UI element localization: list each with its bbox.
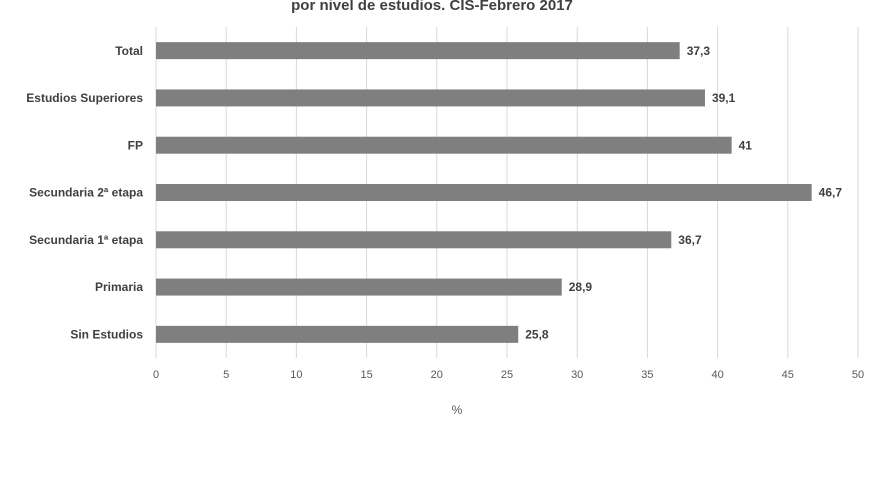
y-tick-label: Total (115, 44, 143, 58)
value-label: 37,3 (687, 44, 711, 58)
y-tick-label: Estudios Superiores (26, 91, 143, 105)
bar (156, 136, 732, 154)
value-label: 36,7 (678, 233, 702, 247)
bar (156, 89, 705, 107)
bar (156, 184, 812, 201)
x-tick-label: 35 (641, 369, 653, 381)
x-tick-label: 45 (782, 369, 794, 381)
y-tick-label: Sin Estudios (70, 328, 143, 342)
bar (156, 42, 680, 60)
y-tick-label: Secundaria 1ª etapa (29, 233, 143, 247)
x-tick-label: 20 (431, 369, 443, 381)
value-label: 41 (739, 138, 753, 152)
x-tick-label: 15 (360, 369, 372, 381)
x-tick-label: 10 (290, 369, 302, 381)
x-tick-label: 50 (852, 369, 864, 381)
bar (156, 231, 672, 249)
y-tick-label: FP (128, 138, 143, 152)
bar (156, 325, 519, 343)
value-label: 46,7 (819, 186, 843, 200)
x-axis-label: % (452, 403, 463, 417)
value-label: 28,9 (569, 280, 593, 294)
x-tick-label: 40 (711, 369, 723, 381)
y-tick-label: Primaria (95, 280, 143, 294)
x-tick-label: 0 (153, 369, 159, 381)
chart-title: por nivel de estudios. CIS-Febrero 2017 (291, 0, 573, 14)
value-label: 39,1 (712, 91, 736, 105)
bar (156, 278, 562, 296)
x-tick-label: 25 (501, 369, 513, 381)
value-label: 25,8 (525, 328, 549, 342)
y-tick-label: Secundaria 2ª etapa (29, 186, 143, 200)
x-tick-label: 30 (571, 369, 583, 381)
x-tick-label: 5 (223, 369, 229, 381)
